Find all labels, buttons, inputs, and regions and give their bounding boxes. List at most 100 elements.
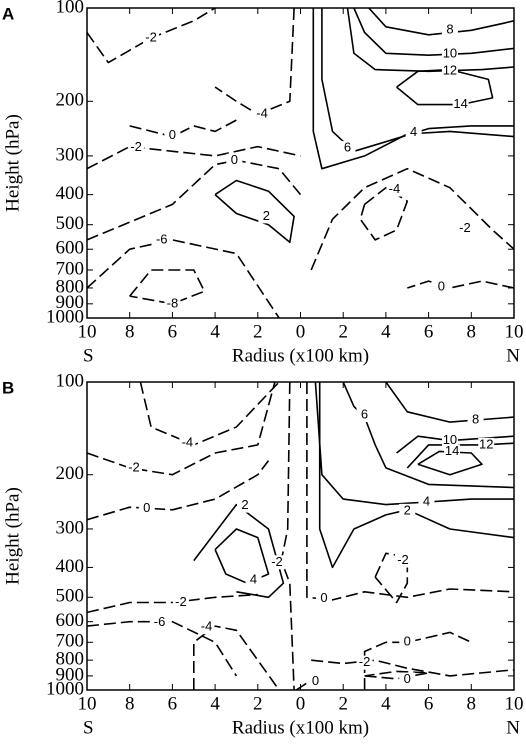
label-gap [405, 125, 422, 140]
contour-label: -4 [201, 619, 213, 634]
contour-label: 12 [443, 63, 457, 78]
y-tick-label: 600 [56, 238, 85, 259]
left-label: S [83, 345, 94, 366]
y-tick-label: 700 [56, 631, 85, 652]
y-tick-label: 1000 [46, 306, 84, 327]
y-tick-label: 900 [56, 292, 85, 313]
contour-label: -2 [128, 459, 140, 474]
x-axis-label: Radius (x100 km) [232, 345, 369, 366]
plot-frame [86, 381, 515, 691]
y-tick-label: 1000 [46, 678, 84, 699]
contour-label: -4 [182, 435, 194, 450]
panel: 8 10 12 14 6 4 -2 -4 0 -2 0 2 -4 -2 0 -6 -8 10 8 6 4 2 0 2 4 6 8 10… [2, 0, 524, 366]
contour-label: 4 [250, 572, 257, 587]
contour-label: 10 [443, 46, 457, 61]
contour-line [374, 552, 409, 604]
contour-line [139, 382, 280, 446]
label-gap [164, 128, 181, 143]
x-tick-label: 10 [78, 321, 97, 342]
contour-label: 0 [312, 673, 319, 688]
contour-label: 0 [404, 671, 411, 686]
contour-label: 14 [453, 96, 467, 111]
y-axis-label: Height (hPa) [2, 114, 23, 212]
x-tick-label: 6 [168, 693, 178, 714]
label-gap [172, 595, 189, 610]
label-gap [339, 141, 356, 156]
contour-line [363, 631, 472, 690]
x-tick-label: 10 [78, 693, 97, 714]
contour-line [214, 8, 295, 115]
x-tick-label: 2 [253, 321, 263, 342]
x-tick-label: 4 [210, 693, 220, 714]
panel-label: A [2, 4, 14, 23]
contour-label: 4 [423, 493, 430, 508]
label-gap [198, 620, 215, 635]
x-tick-label: 6 [424, 693, 434, 714]
y-tick-label: 200 [56, 463, 85, 484]
right-label: N [506, 345, 520, 366]
contour-line [193, 625, 280, 690]
label-gap [153, 232, 170, 247]
label-gap [399, 672, 416, 687]
contour-line [214, 179, 295, 244]
contour-label: 8 [446, 22, 453, 37]
label-gap [456, 221, 473, 236]
label-gap [399, 503, 416, 518]
contour-line [318, 382, 514, 569]
contour-label: -2 [271, 554, 283, 569]
contour-line [214, 528, 270, 584]
contour-label: -6 [154, 614, 166, 629]
contour-label: 14 [445, 443, 459, 458]
label-gap [269, 555, 286, 570]
label-gap [418, 494, 435, 509]
label-gap [125, 460, 142, 475]
contour-label: -4 [389, 181, 401, 196]
label-gap [433, 280, 450, 295]
panel-label: B [2, 378, 14, 397]
label-gap [226, 153, 243, 168]
contour-line [87, 239, 280, 318]
contour-line [417, 450, 483, 476]
contour-line [314, 382, 514, 506]
contours [87, 382, 514, 690]
label-gap [444, 444, 461, 459]
y-tick-label: 800 [56, 649, 85, 670]
contour-label: -2 [359, 654, 371, 669]
label-gap [258, 209, 275, 224]
contour-line [396, 68, 494, 106]
label-gap [478, 437, 495, 452]
contour-label: 12 [479, 436, 493, 451]
x-tick-label: 2 [338, 693, 348, 714]
y-tick-label: 500 [56, 213, 85, 234]
contour-label: 0 [143, 500, 150, 515]
label-gap [151, 615, 168, 630]
left-label: S [83, 717, 94, 738]
contour-label: -6 [156, 231, 168, 246]
contour-line [280, 382, 295, 690]
label-gap [441, 64, 458, 79]
x-tick-label: 2 [338, 321, 348, 342]
label-gap [356, 408, 373, 423]
contour-line [342, 382, 514, 489]
y-tick-label: 400 [56, 556, 85, 577]
contour-label: -4 [256, 106, 268, 121]
contour-line [312, 8, 514, 170]
contour-label: -2 [145, 29, 157, 44]
label-gap [452, 97, 469, 112]
contour-line [407, 280, 514, 289]
contour-line [311, 659, 514, 677]
y-tick-label: 100 [56, 370, 85, 391]
contour-line [193, 503, 285, 599]
contour-label: 0 [169, 127, 176, 142]
contour-label: 6 [361, 406, 368, 421]
x-tick-label: 6 [424, 321, 434, 342]
contour-line [87, 593, 258, 614]
x-axis-label: Radius (x100 km) [232, 717, 369, 738]
contour-label: -2 [397, 552, 409, 567]
x-tick-label: 10 [505, 693, 524, 714]
label-gap [254, 107, 271, 122]
contour-line [346, 8, 514, 73]
contour-line [321, 8, 514, 153]
